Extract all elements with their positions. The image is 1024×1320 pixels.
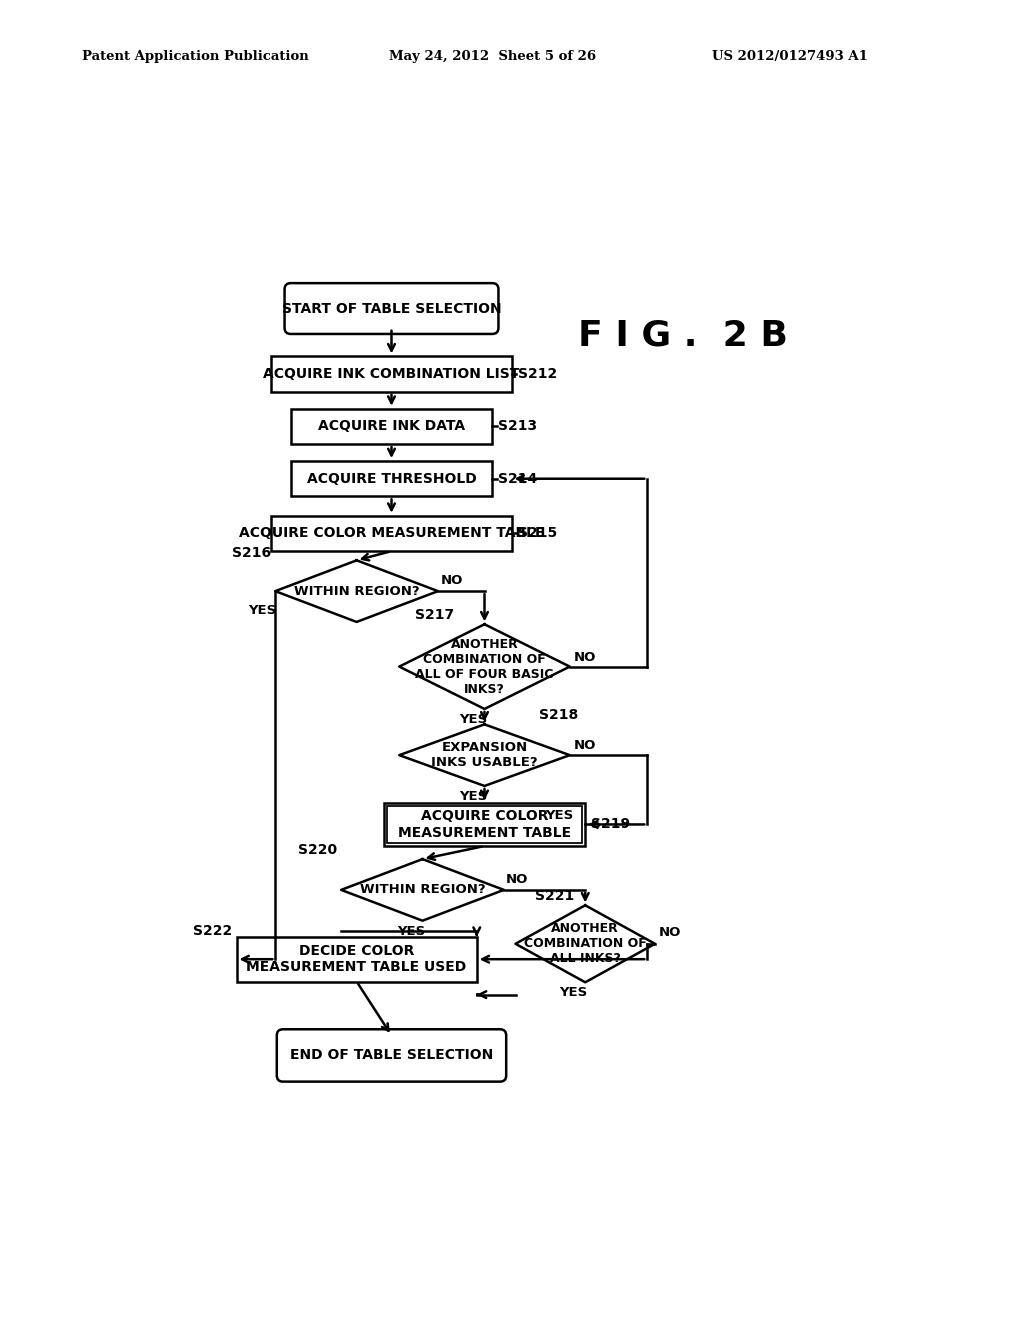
Text: S216: S216 <box>232 545 271 560</box>
Text: EXPANSION
INKS USABLE?: EXPANSION INKS USABLE? <box>431 741 538 770</box>
Text: NO: NO <box>440 574 463 587</box>
Text: WITHIN REGION?: WITHIN REGION? <box>294 585 420 598</box>
Text: END OF TABLE SELECTION: END OF TABLE SELECTION <box>290 1048 494 1063</box>
Text: ANOTHER
COMBINATION OF
ALL INKS?: ANOTHER COMBINATION OF ALL INKS? <box>524 923 646 965</box>
Text: S213: S213 <box>499 420 538 433</box>
Text: NO: NO <box>573 651 596 664</box>
Text: ACQUIRE COLOR
MEASUREMENT TABLE: ACQUIRE COLOR MEASUREMENT TABLE <box>398 809 571 840</box>
Text: S215: S215 <box>518 527 557 540</box>
Text: S221: S221 <box>535 890 574 903</box>
Text: YES: YES <box>559 986 588 999</box>
Text: START OF TABLE SELECTION: START OF TABLE SELECTION <box>282 301 502 315</box>
Text: YES: YES <box>396 924 425 937</box>
Text: ACQUIRE COLOR MEASUREMENT TABLE: ACQUIRE COLOR MEASUREMENT TABLE <box>239 527 544 540</box>
FancyBboxPatch shape <box>276 1030 506 1081</box>
Text: YES: YES <box>459 713 487 726</box>
Text: DECIDE COLOR
MEASUREMENT TABLE USED: DECIDE COLOR MEASUREMENT TABLE USED <box>247 944 467 974</box>
Text: US 2012/0127493 A1: US 2012/0127493 A1 <box>712 50 867 63</box>
Text: WITHIN REGION?: WITHIN REGION? <box>359 883 485 896</box>
Text: YES: YES <box>459 789 487 803</box>
Text: S214: S214 <box>499 471 538 486</box>
Text: NO: NO <box>658 925 681 939</box>
FancyBboxPatch shape <box>285 284 499 334</box>
Text: NO: NO <box>506 873 528 886</box>
Text: NO: NO <box>573 739 596 752</box>
Text: S218: S218 <box>539 708 578 722</box>
Bar <box>384 803 586 846</box>
Text: S219: S219 <box>592 817 631 832</box>
Text: YES: YES <box>248 603 276 616</box>
Text: S212: S212 <box>518 367 557 381</box>
Text: YES: YES <box>546 809 573 822</box>
Bar <box>237 937 477 982</box>
Text: ACQUIRE INK COMBINATION LIST: ACQUIRE INK COMBINATION LIST <box>263 367 520 381</box>
Bar <box>387 807 583 843</box>
Bar <box>271 356 512 392</box>
Text: May 24, 2012  Sheet 5 of 26: May 24, 2012 Sheet 5 of 26 <box>389 50 596 63</box>
Text: S222: S222 <box>194 924 232 937</box>
Bar <box>291 409 493 444</box>
Text: ACQUIRE THRESHOLD: ACQUIRE THRESHOLD <box>306 471 476 486</box>
Text: ANOTHER
COMBINATION OF
ALL OF FOUR BASIC
INKS?: ANOTHER COMBINATION OF ALL OF FOUR BASIC… <box>416 638 554 696</box>
Text: S217: S217 <box>415 609 454 622</box>
Text: S220: S220 <box>298 843 337 857</box>
Text: Patent Application Publication: Patent Application Publication <box>82 50 308 63</box>
Bar <box>271 516 512 552</box>
Text: ACQUIRE INK DATA: ACQUIRE INK DATA <box>317 420 465 433</box>
Bar <box>291 461 493 496</box>
Text: F I G .  2 B: F I G . 2 B <box>578 318 787 352</box>
